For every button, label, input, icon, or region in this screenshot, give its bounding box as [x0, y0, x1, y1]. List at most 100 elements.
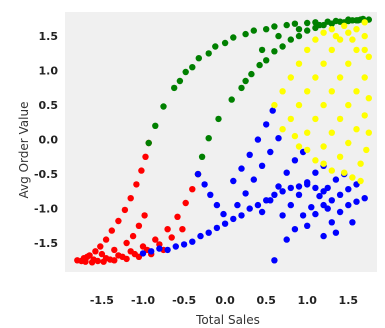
data-point — [189, 186, 196, 193]
data-point — [312, 157, 319, 164]
data-point — [254, 136, 262, 143]
data-point — [102, 236, 110, 243]
data-point — [195, 55, 202, 62]
data-point — [336, 208, 344, 216]
data-point — [135, 222, 143, 229]
data-point — [345, 139, 352, 147]
data-point — [361, 46, 368, 54]
data-point — [279, 188, 286, 195]
data-point — [287, 74, 294, 81]
data-point — [133, 181, 140, 188]
data-point — [271, 48, 278, 55]
data-point — [304, 27, 311, 34]
data-point — [197, 232, 204, 240]
data-point — [328, 46, 335, 54]
data-point — [213, 224, 221, 232]
data-point — [271, 191, 278, 198]
data-point — [164, 246, 171, 254]
data-point — [142, 153, 149, 160]
data-point — [361, 74, 368, 81]
data-point — [332, 32, 340, 40]
data-point — [271, 101, 278, 109]
data-point — [279, 43, 286, 50]
data-point — [123, 255, 130, 263]
data-point — [349, 36, 356, 43]
data-point — [336, 191, 344, 198]
data-point — [304, 222, 311, 229]
data-point — [279, 212, 286, 219]
data-point — [295, 101, 303, 109]
data-point — [353, 46, 360, 54]
data-point — [363, 146, 370, 154]
data-point — [148, 248, 155, 255]
data-point — [287, 201, 294, 209]
y-tick-label: -0.5 — [34, 168, 58, 181]
data-point — [328, 167, 335, 174]
data-point — [156, 245, 163, 252]
data-point — [111, 257, 118, 264]
data-point — [312, 184, 319, 192]
data-point — [312, 74, 319, 81]
data-point — [205, 50, 212, 57]
data-point — [258, 208, 266, 216]
data-point — [94, 257, 102, 265]
data-point — [283, 236, 290, 243]
y-axis-ticks: 1.5 1.0 0.5 0.0 -0.5 -1.0 -1.5 — [34, 30, 58, 250]
data-point — [287, 115, 294, 123]
data-point — [353, 198, 360, 205]
x-tick-label: 0.0 — [215, 294, 235, 307]
data-point — [258, 46, 266, 54]
data-point — [172, 243, 179, 250]
data-point — [361, 112, 368, 119]
x-tick-label: 1.0 — [297, 294, 317, 307]
data-point — [304, 179, 311, 186]
data-point — [212, 43, 219, 50]
data-point — [336, 74, 344, 81]
x-tick-label: -1.5 — [90, 294, 114, 307]
data-point — [295, 183, 303, 190]
data-point — [121, 206, 129, 214]
data-point — [250, 176, 257, 183]
data-point — [100, 258, 107, 265]
data-point — [320, 29, 327, 36]
data-point — [304, 88, 311, 95]
data-point — [279, 88, 286, 95]
data-point — [275, 183, 282, 190]
data-point — [115, 217, 122, 225]
data-point — [238, 84, 245, 92]
data-point — [353, 26, 360, 33]
data-point — [354, 17, 362, 24]
data-point — [111, 246, 118, 254]
data-point — [171, 84, 178, 92]
data-point — [312, 210, 319, 218]
data-point — [287, 36, 294, 43]
data-point — [234, 201, 241, 209]
data-point — [304, 146, 311, 154]
data-point — [291, 226, 299, 233]
data-point — [256, 61, 263, 69]
data-point — [295, 60, 303, 67]
data-point — [316, 21, 323, 29]
data-point — [215, 115, 222, 123]
data-point — [345, 60, 352, 67]
data-point — [295, 26, 303, 33]
data-point — [164, 226, 171, 233]
data-point — [361, 32, 368, 40]
data-point — [365, 129, 372, 136]
data-point — [328, 219, 335, 226]
data-point — [320, 60, 327, 67]
data-point — [82, 258, 89, 265]
data-point — [357, 177, 364, 185]
data-point — [258, 162, 266, 169]
data-point — [345, 101, 352, 109]
data-point — [194, 170, 202, 178]
x-axis-ticks: -1.5 -1.0 -0.5 0.0 0.5 1.0 1.5 — [90, 294, 358, 307]
data-point — [205, 135, 212, 142]
data-point — [271, 257, 278, 264]
data-point — [174, 213, 181, 220]
data-point — [328, 129, 335, 136]
data-point — [198, 153, 206, 160]
data-point — [341, 22, 348, 29]
data-point — [316, 192, 323, 200]
data-point — [361, 19, 368, 26]
